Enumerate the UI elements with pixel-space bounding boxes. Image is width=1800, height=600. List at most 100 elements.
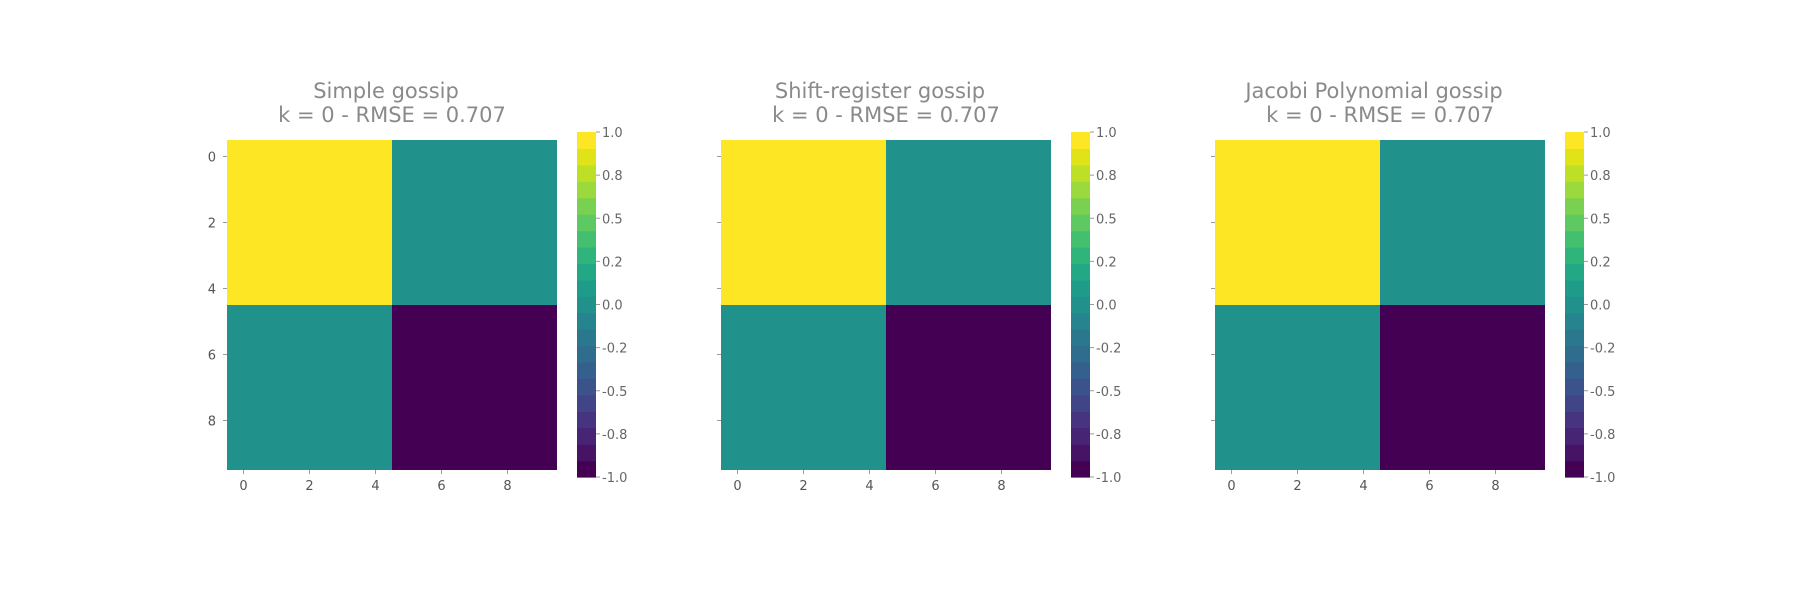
colorbar-segment: [1565, 214, 1584, 232]
x-tick-label: 8: [1491, 479, 1499, 494]
colorbar-segment: [1071, 411, 1090, 429]
colorbar-tick-label: 0.2: [1096, 255, 1117, 270]
colorbar-segment: [577, 263, 596, 281]
heatmap-cell-block: [1215, 305, 1380, 470]
colorbar-segment: [1071, 263, 1090, 281]
heatmap-cell-block: [1380, 305, 1545, 470]
colorbar-tick-label: 0.5: [1590, 212, 1611, 227]
colorbar-segment: [1071, 279, 1090, 297]
colorbar-segment: [577, 148, 596, 166]
colorbar-segment: [1565, 230, 1584, 248]
colorbar-segment: [1565, 427, 1584, 445]
colorbar-segment: [1071, 181, 1090, 199]
x-tick-label: 8: [997, 479, 1005, 494]
panel-title-line-2: k = 0 - RMSE = 0.707: [278, 103, 506, 127]
colorbar-segment: [1071, 460, 1090, 478]
colorbar-segment: [577, 296, 596, 314]
colorbar-segment: [577, 411, 596, 429]
colorbar-segment: [577, 378, 596, 396]
heatmap-cell-block: [392, 305, 557, 470]
colorbar-segment: [1565, 345, 1584, 363]
colorbar-segment: [577, 460, 596, 478]
x-tick-label: 4: [371, 479, 379, 494]
colorbar-segment: [1565, 312, 1584, 330]
heatmap-cell-block: [1215, 140, 1380, 305]
colorbar-segment: [577, 345, 596, 363]
colorbar-tick-label: -0.2: [1096, 342, 1121, 357]
panel-shift-register-gossip: Shift-register gossip k = 0 - RMSE = 0.7…: [717, 79, 1121, 494]
x-tick-label: 2: [1293, 479, 1301, 494]
x-tick-label: 0: [733, 479, 741, 494]
colorbar-segment: [1071, 132, 1090, 150]
colorbar-tick-label: 1.0: [1590, 126, 1611, 141]
colorbar-segment: [1071, 329, 1090, 347]
colorbar-segment: [1071, 345, 1090, 363]
panel-title-line-1: Shift-register gossip: [775, 79, 985, 103]
colorbar-segment: [1565, 263, 1584, 281]
colorbar-segment: [1565, 279, 1584, 297]
colorbar-tick-label: 0.8: [1096, 169, 1117, 184]
colorbar-segment: [1071, 164, 1090, 182]
colorbar-segment: [1565, 164, 1584, 182]
colorbar-segment: [577, 214, 596, 232]
heatmap-cell-block: [721, 305, 886, 470]
x-tick-label: 4: [865, 479, 873, 494]
y-tick-label: 8: [208, 415, 216, 430]
colorbar-segment: [1071, 247, 1090, 265]
x-tick-label: 6: [437, 479, 445, 494]
panel-title-line-1: Jacobi Polynomial gossip: [1243, 79, 1502, 103]
colorbar-segment: [577, 197, 596, 215]
colorbar-tick-label: -0.8: [1590, 428, 1615, 443]
colorbar-tick-label: -1.0: [1096, 471, 1121, 486]
colorbar-tick-label: 0.0: [1096, 299, 1117, 314]
colorbar-segment: [577, 362, 596, 380]
x-tick-label: 2: [305, 479, 313, 494]
colorbar-tick-label: 0.8: [602, 169, 623, 184]
heatmap-cell-block: [392, 140, 557, 305]
colorbar-segment: [577, 132, 596, 150]
x-tick-label: 6: [1425, 479, 1433, 494]
colorbar-segment: [1071, 378, 1090, 396]
colorbar-segment: [577, 181, 596, 199]
colorbar-segment: [1565, 296, 1584, 314]
colorbar-segment: [1071, 148, 1090, 166]
panel-title-line-2: k = 0 - RMSE = 0.707: [1266, 103, 1494, 127]
colorbar-segment: [1565, 394, 1584, 412]
colorbar-segment: [577, 230, 596, 248]
colorbar-segment: [1071, 312, 1090, 330]
x-tick-label: 6: [931, 479, 939, 494]
colorbar-tick-label: 0.8: [1590, 169, 1611, 184]
panel-title-line-1: Simple gossip: [313, 79, 459, 103]
colorbar-tick-label: -0.8: [1096, 428, 1121, 443]
colorbar-tick-label: 1.0: [602, 126, 623, 141]
colorbar-tick-label: -0.5: [1590, 385, 1615, 400]
heatmap-cell-block: [886, 305, 1051, 470]
colorbar-segment: [1565, 197, 1584, 215]
colorbar-tick-label: 0.2: [602, 255, 623, 270]
heatmap-cell-block: [886, 140, 1051, 305]
colorbar-tick-label: -1.0: [602, 471, 627, 486]
colorbar-tick-label: -0.8: [602, 428, 627, 443]
colorbar-segment: [1565, 378, 1584, 396]
panel-jacobi-polynomial-gossip: Jacobi Polynomial gossip k = 0 - RMSE = …: [1211, 79, 1615, 494]
colorbar-segment: [1565, 460, 1584, 478]
y-tick-label: 2: [208, 217, 216, 232]
heatmap-cell-block: [1380, 140, 1545, 305]
colorbar-tick-label: 0.2: [1590, 255, 1611, 270]
y-tick-label: 6: [208, 349, 216, 364]
colorbar-tick-label: 0.5: [1096, 212, 1117, 227]
colorbar-segment: [577, 279, 596, 297]
colorbar-segment: [1565, 181, 1584, 199]
heatmap-cell-block: [721, 140, 886, 305]
colorbar-segment: [1565, 247, 1584, 265]
heatmap-cell-block: [227, 305, 392, 470]
colorbar-tick-label: 0.0: [1590, 299, 1611, 314]
x-tick-label: 0: [1227, 479, 1235, 494]
colorbar-tick-label: -0.2: [1590, 342, 1615, 357]
x-tick-label: 8: [503, 479, 511, 494]
colorbar-tick-label: -0.5: [602, 385, 627, 400]
colorbar-segment: [1071, 394, 1090, 412]
colorbar-tick-label: -0.2: [602, 342, 627, 357]
heatmap-cell-block: [227, 140, 392, 305]
